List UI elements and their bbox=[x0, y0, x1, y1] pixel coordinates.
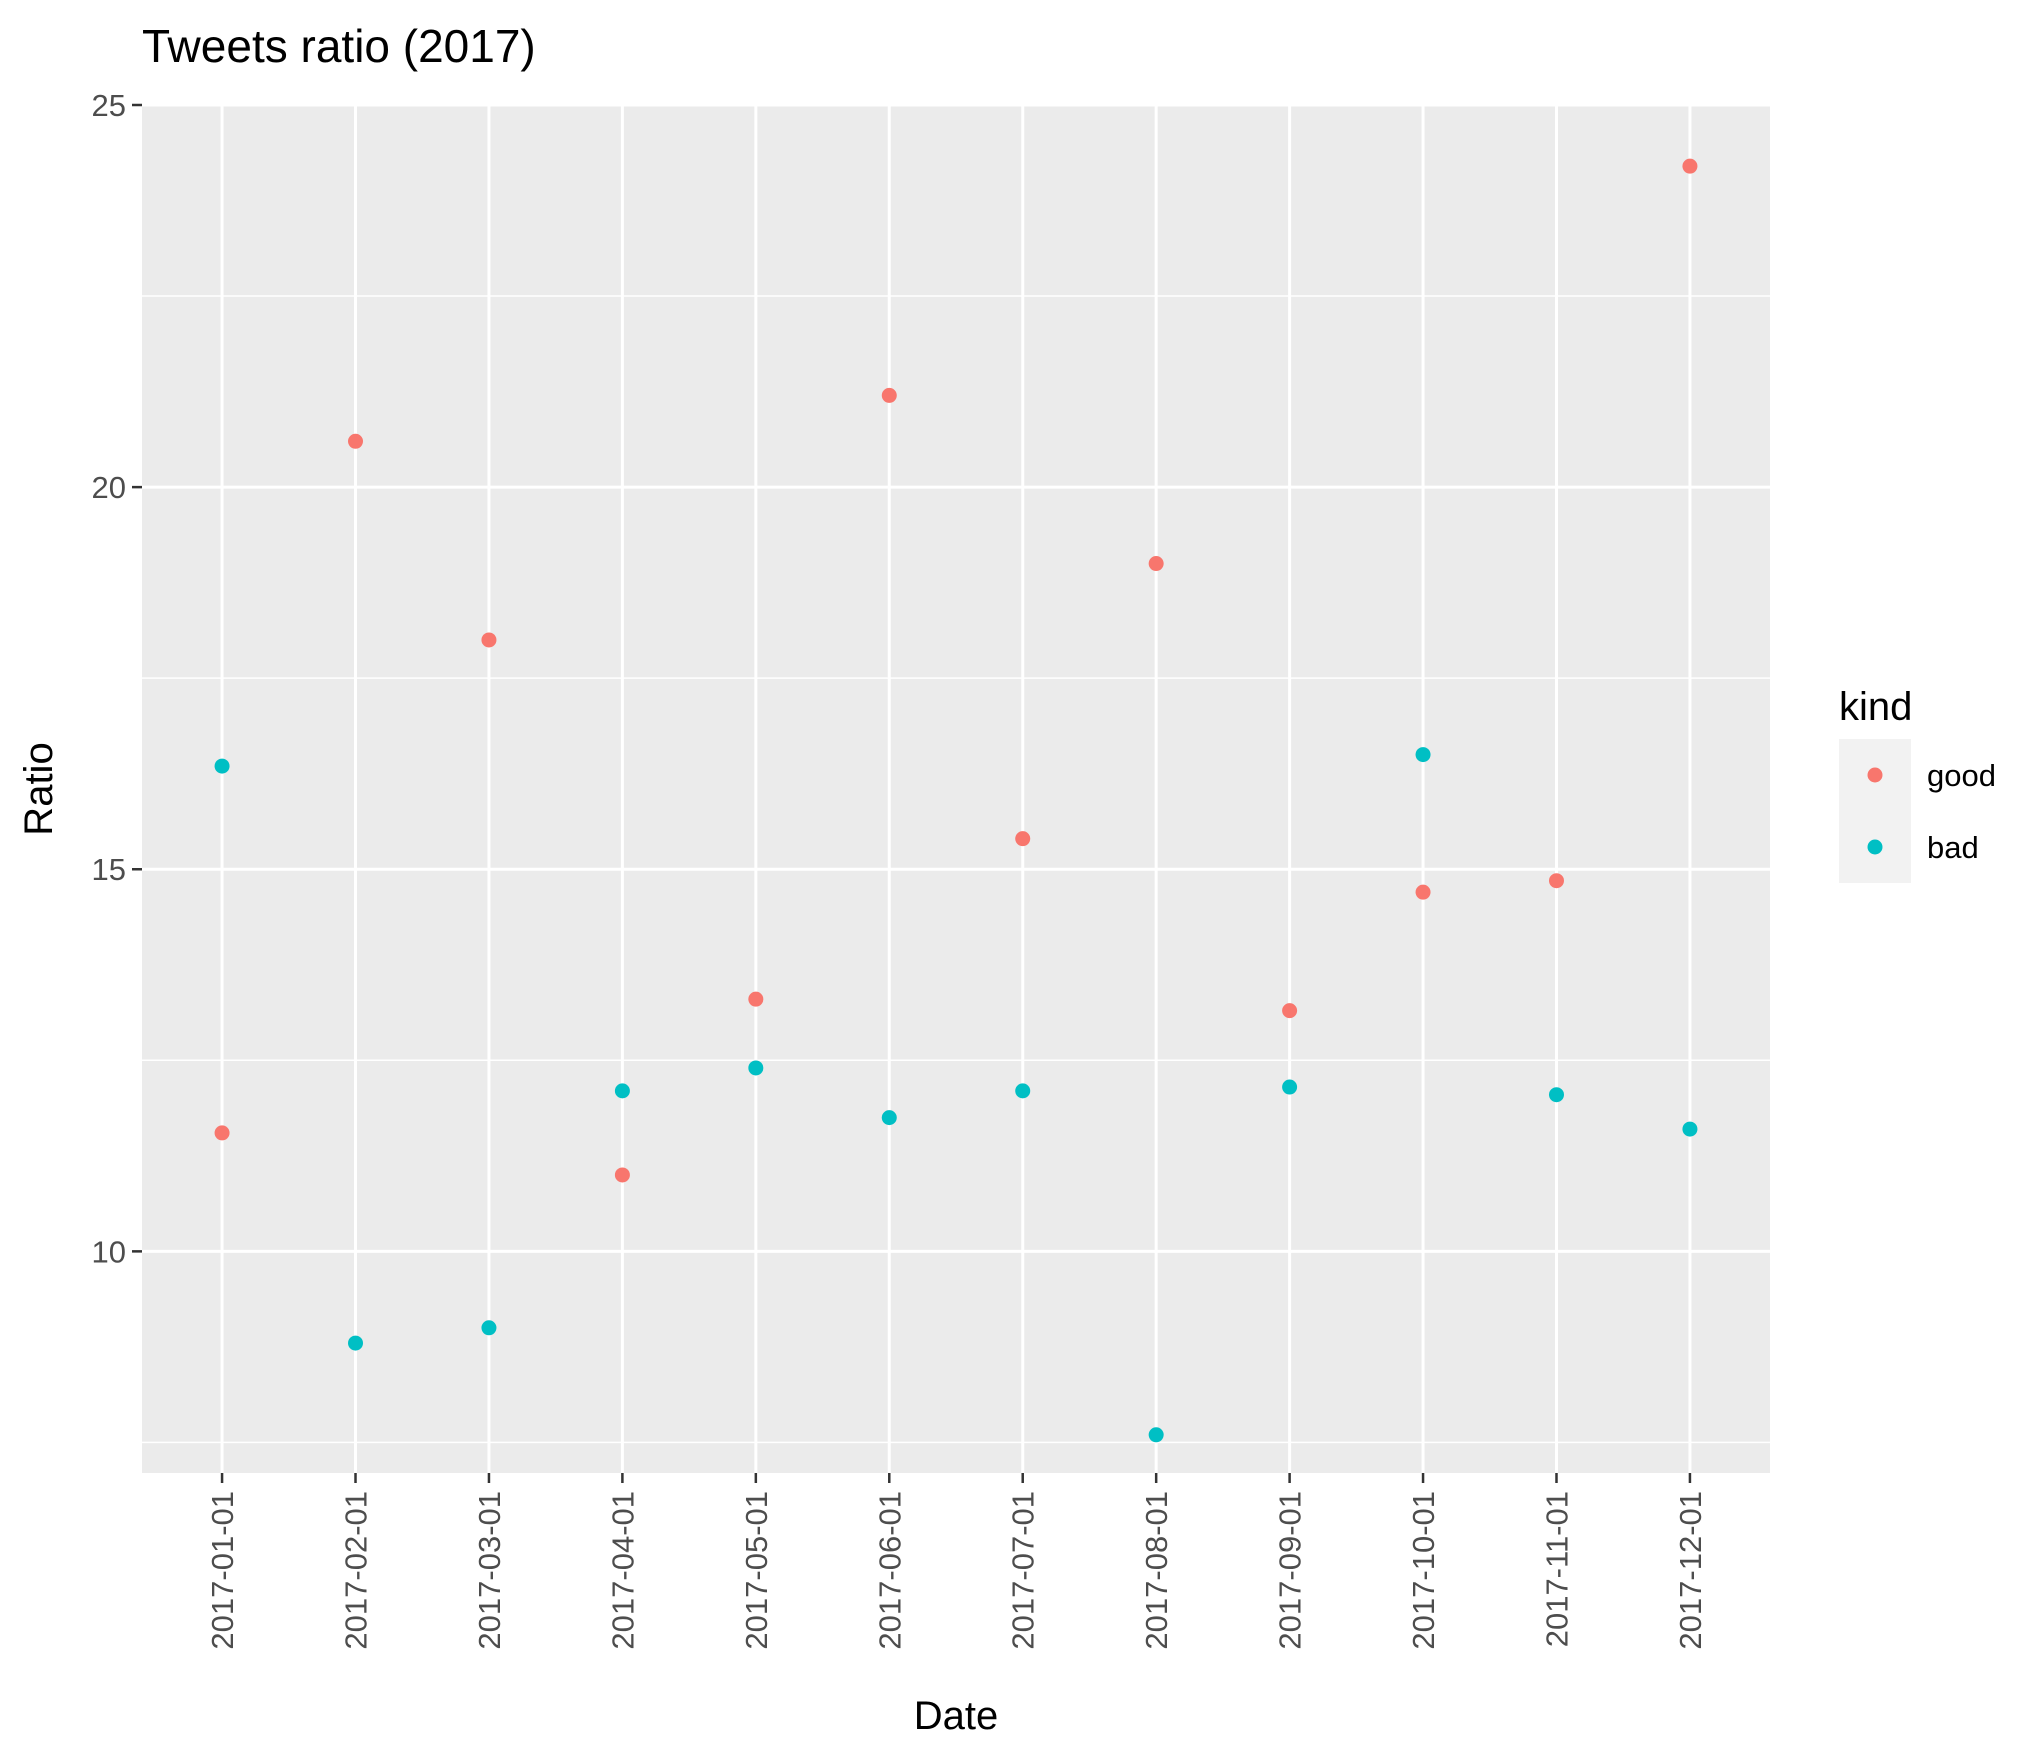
legend-swatch-good bbox=[1867, 767, 1883, 783]
plot-panel bbox=[142, 105, 1770, 1473]
y-axis-title: Ratio bbox=[17, 742, 61, 835]
point-good bbox=[348, 433, 364, 449]
x-tick-label: 2017-01-01 bbox=[205, 1491, 240, 1650]
x-tick-label: 2017-08-01 bbox=[1139, 1491, 1174, 1650]
x-tick-label: 2017-10-01 bbox=[1406, 1491, 1441, 1650]
point-bad bbox=[1682, 1121, 1698, 1137]
x-axis-title: Date bbox=[914, 1694, 999, 1738]
x-tick-label: 2017-07-01 bbox=[1006, 1491, 1041, 1650]
point-good bbox=[881, 387, 897, 403]
y-axis: 10 15 20 25 bbox=[92, 88, 142, 1269]
point-bad bbox=[214, 758, 230, 774]
point-bad bbox=[481, 1320, 497, 1336]
point-good bbox=[1682, 158, 1698, 174]
y-tick-label: 25 bbox=[92, 88, 126, 123]
point-good bbox=[1148, 556, 1164, 572]
y-tick-label: 20 bbox=[92, 470, 126, 505]
point-bad bbox=[614, 1083, 630, 1099]
point-bad bbox=[1548, 1087, 1564, 1103]
point-good bbox=[1015, 831, 1031, 847]
legend-label-good: good bbox=[1927, 758, 1996, 793]
y-tick-label: 15 bbox=[92, 852, 126, 887]
x-tick-label: 2017-03-01 bbox=[472, 1491, 507, 1650]
point-bad bbox=[748, 1060, 764, 1076]
legend-title: kind bbox=[1839, 685, 1912, 729]
point-good bbox=[1548, 873, 1564, 889]
point-good bbox=[1282, 1003, 1298, 1019]
x-tick-label: 2017-06-01 bbox=[872, 1491, 907, 1650]
x-tick-label: 2017-12-01 bbox=[1673, 1491, 1708, 1650]
x-tick-label: 2017-05-01 bbox=[739, 1491, 774, 1650]
point-good bbox=[614, 1167, 630, 1183]
point-bad bbox=[881, 1110, 897, 1126]
x-tick-label: 2017-11-01 bbox=[1539, 1491, 1574, 1647]
chart-title: Tweets ratio (2017) bbox=[142, 20, 536, 72]
legend: kind good bad bbox=[1839, 685, 1996, 883]
major-gridlines bbox=[142, 103, 1770, 1473]
point-bad bbox=[1415, 747, 1431, 763]
point-good bbox=[214, 1125, 230, 1141]
legend-swatch-bad bbox=[1867, 839, 1883, 855]
point-bad bbox=[1148, 1427, 1164, 1443]
minor-gridlines bbox=[142, 295, 1770, 1444]
x-tick-label: 2017-04-01 bbox=[605, 1491, 640, 1650]
point-bad bbox=[1282, 1079, 1298, 1095]
point-good bbox=[748, 991, 764, 1007]
x-tick-label: 2017-09-01 bbox=[1273, 1491, 1308, 1650]
x-axis: 2017-01-01 2017-02-01 2017-03-01 2017-04-01… bbox=[205, 1473, 1708, 1650]
data-points bbox=[214, 158, 1698, 1443]
point-good bbox=[1415, 884, 1431, 900]
point-good bbox=[481, 632, 497, 648]
y-tick-label: 10 bbox=[92, 1234, 126, 1269]
point-bad bbox=[348, 1335, 364, 1351]
point-bad bbox=[1015, 1083, 1031, 1099]
x-tick-label: 2017-02-01 bbox=[339, 1491, 374, 1650]
legend-label-bad: bad bbox=[1927, 830, 1979, 865]
